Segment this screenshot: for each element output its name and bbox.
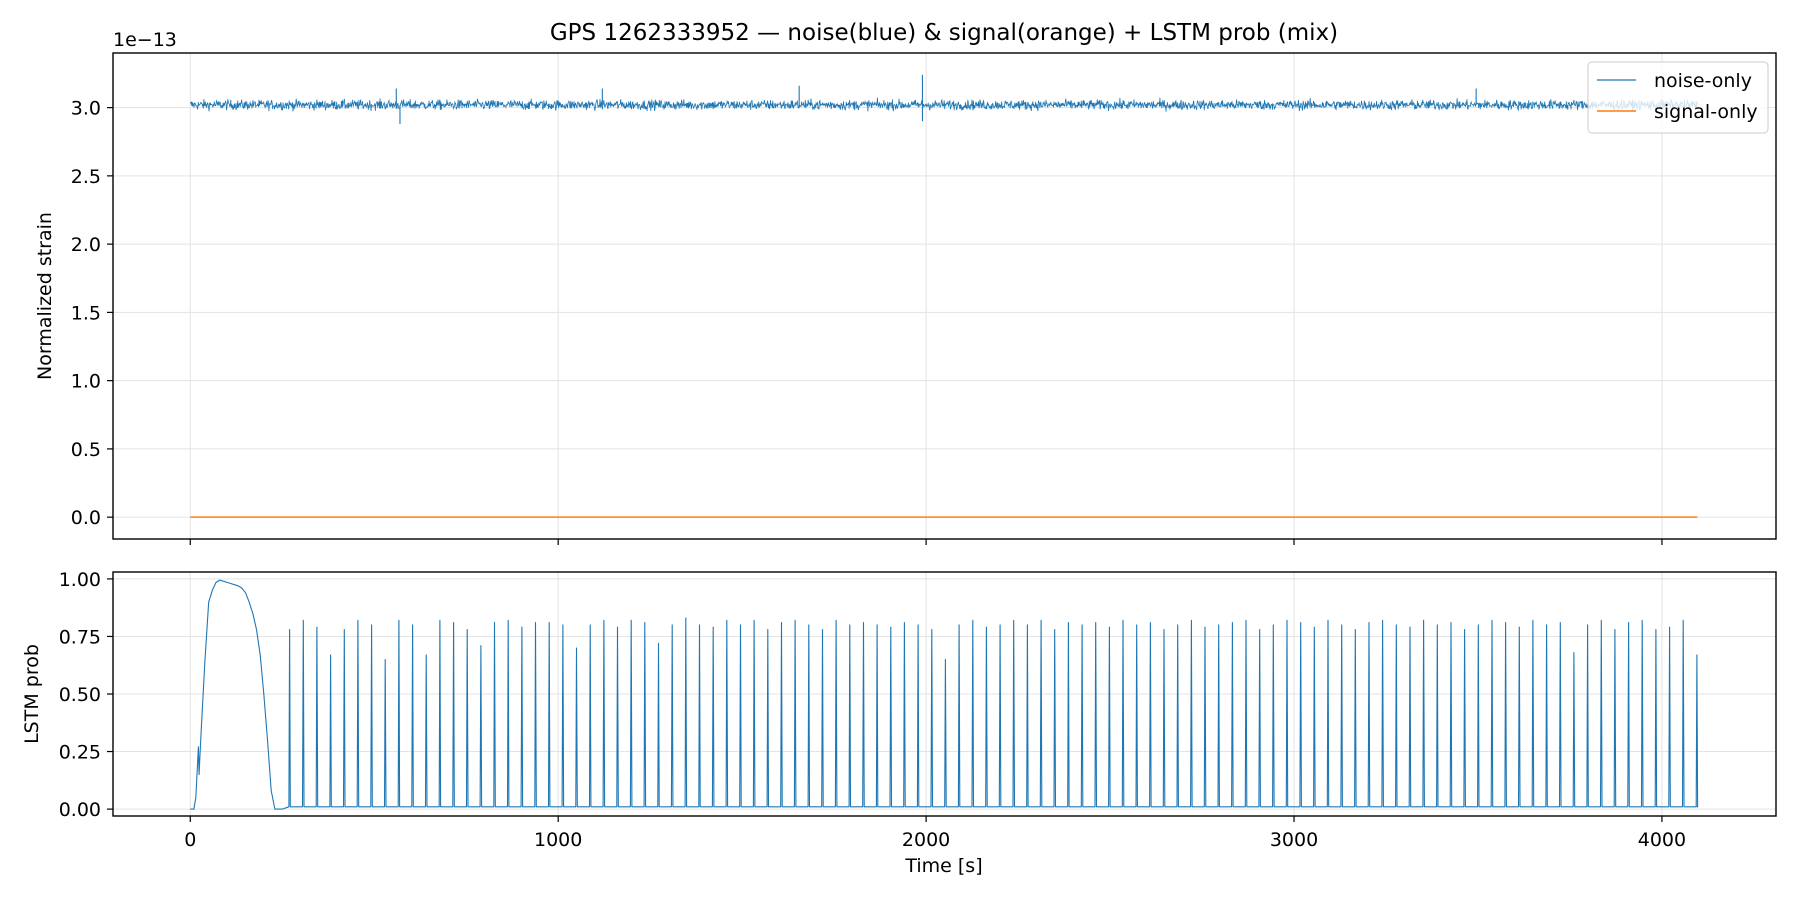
bottom-y-tick-label: 1.00 xyxy=(59,569,101,591)
top-y-tick-label: 2.0 xyxy=(71,234,101,256)
x-tick-label: 3000 xyxy=(1270,829,1318,851)
top-plot-area xyxy=(189,74,1698,518)
bottom-y-tick-label: 0.00 xyxy=(59,799,101,821)
top-gridlines xyxy=(113,53,1776,539)
top-y-tick-label: 0.0 xyxy=(71,507,101,529)
x-tick-label: 1000 xyxy=(534,829,582,851)
x-tick-label: 2000 xyxy=(902,829,950,851)
top-y-scale-label: 1e−13 xyxy=(113,29,177,51)
bottom-gridlines xyxy=(113,572,1776,816)
bottom-plot-area xyxy=(190,579,1699,810)
legend-label-noise: noise-only xyxy=(1654,70,1752,92)
top-panel: 0.0 0.5 1.0 1.5 2.0 2.5 3.0 1e−13 Normalized s… xyxy=(34,29,1777,545)
top-y-tick-label: 1.5 xyxy=(71,302,101,324)
bottom-y-axis-label: LSTM prob xyxy=(21,644,43,744)
top-y-axis-label: Normalized strain xyxy=(34,212,56,380)
chart-title: GPS 1262333952 — noise(blue) & signal(or… xyxy=(550,20,1338,46)
lstm-prob-series xyxy=(190,579,1699,810)
top-y-tick-label: 1.0 xyxy=(71,371,101,393)
top-y-tick-label: 3.0 xyxy=(71,98,101,120)
legend: noise-only signal-only xyxy=(1587,61,1769,134)
top-y-tick-label: 0.5 xyxy=(71,439,101,461)
x-tick-label: 0 xyxy=(184,829,196,851)
x-axis-label: Time [s] xyxy=(904,855,982,877)
bottom-y-tick-label: 0.50 xyxy=(59,684,101,706)
bottom-panel: 0 1000 2000 3000 4000 0.00 0.25 0.50 0.75 1.00 LS… xyxy=(21,569,1777,877)
legend-label-signal: signal-only xyxy=(1654,101,1758,123)
bottom-y-tick-label: 0.75 xyxy=(59,626,101,648)
top-axes-frame xyxy=(112,52,1777,540)
top-ticks: 0.0 0.5 1.0 1.5 2.0 2.5 3.0 xyxy=(71,98,1663,545)
bottom-ticks: 0 1000 2000 3000 4000 0.00 0.25 0.50 0.75 1.00 xyxy=(59,569,1686,851)
top-y-tick-label: 2.5 xyxy=(71,166,101,188)
x-tick-label: 4000 xyxy=(1638,829,1686,851)
bottom-y-tick-label: 0.25 xyxy=(59,742,101,764)
noise-only-series xyxy=(189,97,1698,113)
